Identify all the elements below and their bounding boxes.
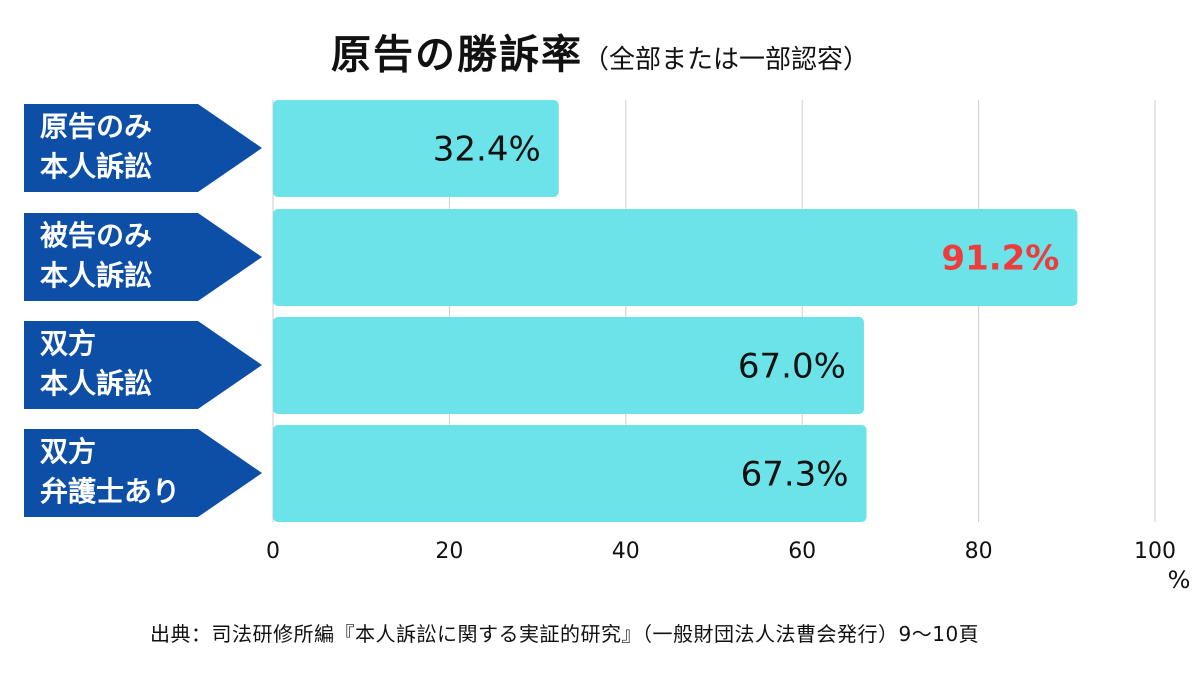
- category-arrow: [24, 104, 262, 192]
- chart-title-sub: （全部または一部認容）: [582, 45, 869, 75]
- bar: [273, 209, 1078, 306]
- x-unit-label: %: [1168, 566, 1191, 594]
- chart-title-main: 原告の勝訴率: [330, 32, 583, 78]
- category-label: 本人訴訟: [40, 259, 152, 292]
- bar: [273, 317, 864, 414]
- category-arrow: [24, 429, 262, 517]
- bar: [273, 425, 867, 522]
- bar: [273, 100, 559, 197]
- category-label: 被告のみ: [40, 219, 152, 252]
- value-label: 91.2%: [941, 239, 1059, 279]
- x-tick-label: 40: [612, 539, 640, 564]
- value-label: 32.4%: [433, 130, 541, 170]
- x-tick-label: 60: [788, 539, 816, 564]
- value-label: 67.0%: [738, 347, 846, 387]
- category-label: 原告のみ: [40, 110, 152, 143]
- chart-title: 原告の勝訴率（全部または一部認容）: [0, 22, 1200, 80]
- category-arrow: [24, 213, 262, 301]
- bar-chart: 32.4%原告のみ本人訴訟91.2%被告のみ本人訴訟67.0%双方本人訴訟67.…: [24, 100, 1191, 594]
- value-label: 67.3%: [741, 455, 849, 495]
- x-tick-label: 100: [1134, 539, 1176, 564]
- category-label: 双方: [40, 327, 96, 360]
- x-tick-label: 20: [435, 539, 463, 564]
- category-arrow: [24, 321, 262, 409]
- source-note: 出典：司法研修所編『本人訴訟に関する実証的研究』（一般財団法人法曹会発行）9〜1…: [150, 622, 980, 646]
- x-tick-label: 0: [266, 539, 280, 564]
- category-label: 本人訴訟: [40, 367, 152, 400]
- x-tick-label: 80: [965, 539, 993, 564]
- category-label: 双方: [40, 435, 96, 468]
- category-label: 弁護士あり: [40, 475, 180, 508]
- category-label: 本人訴訟: [40, 150, 152, 183]
